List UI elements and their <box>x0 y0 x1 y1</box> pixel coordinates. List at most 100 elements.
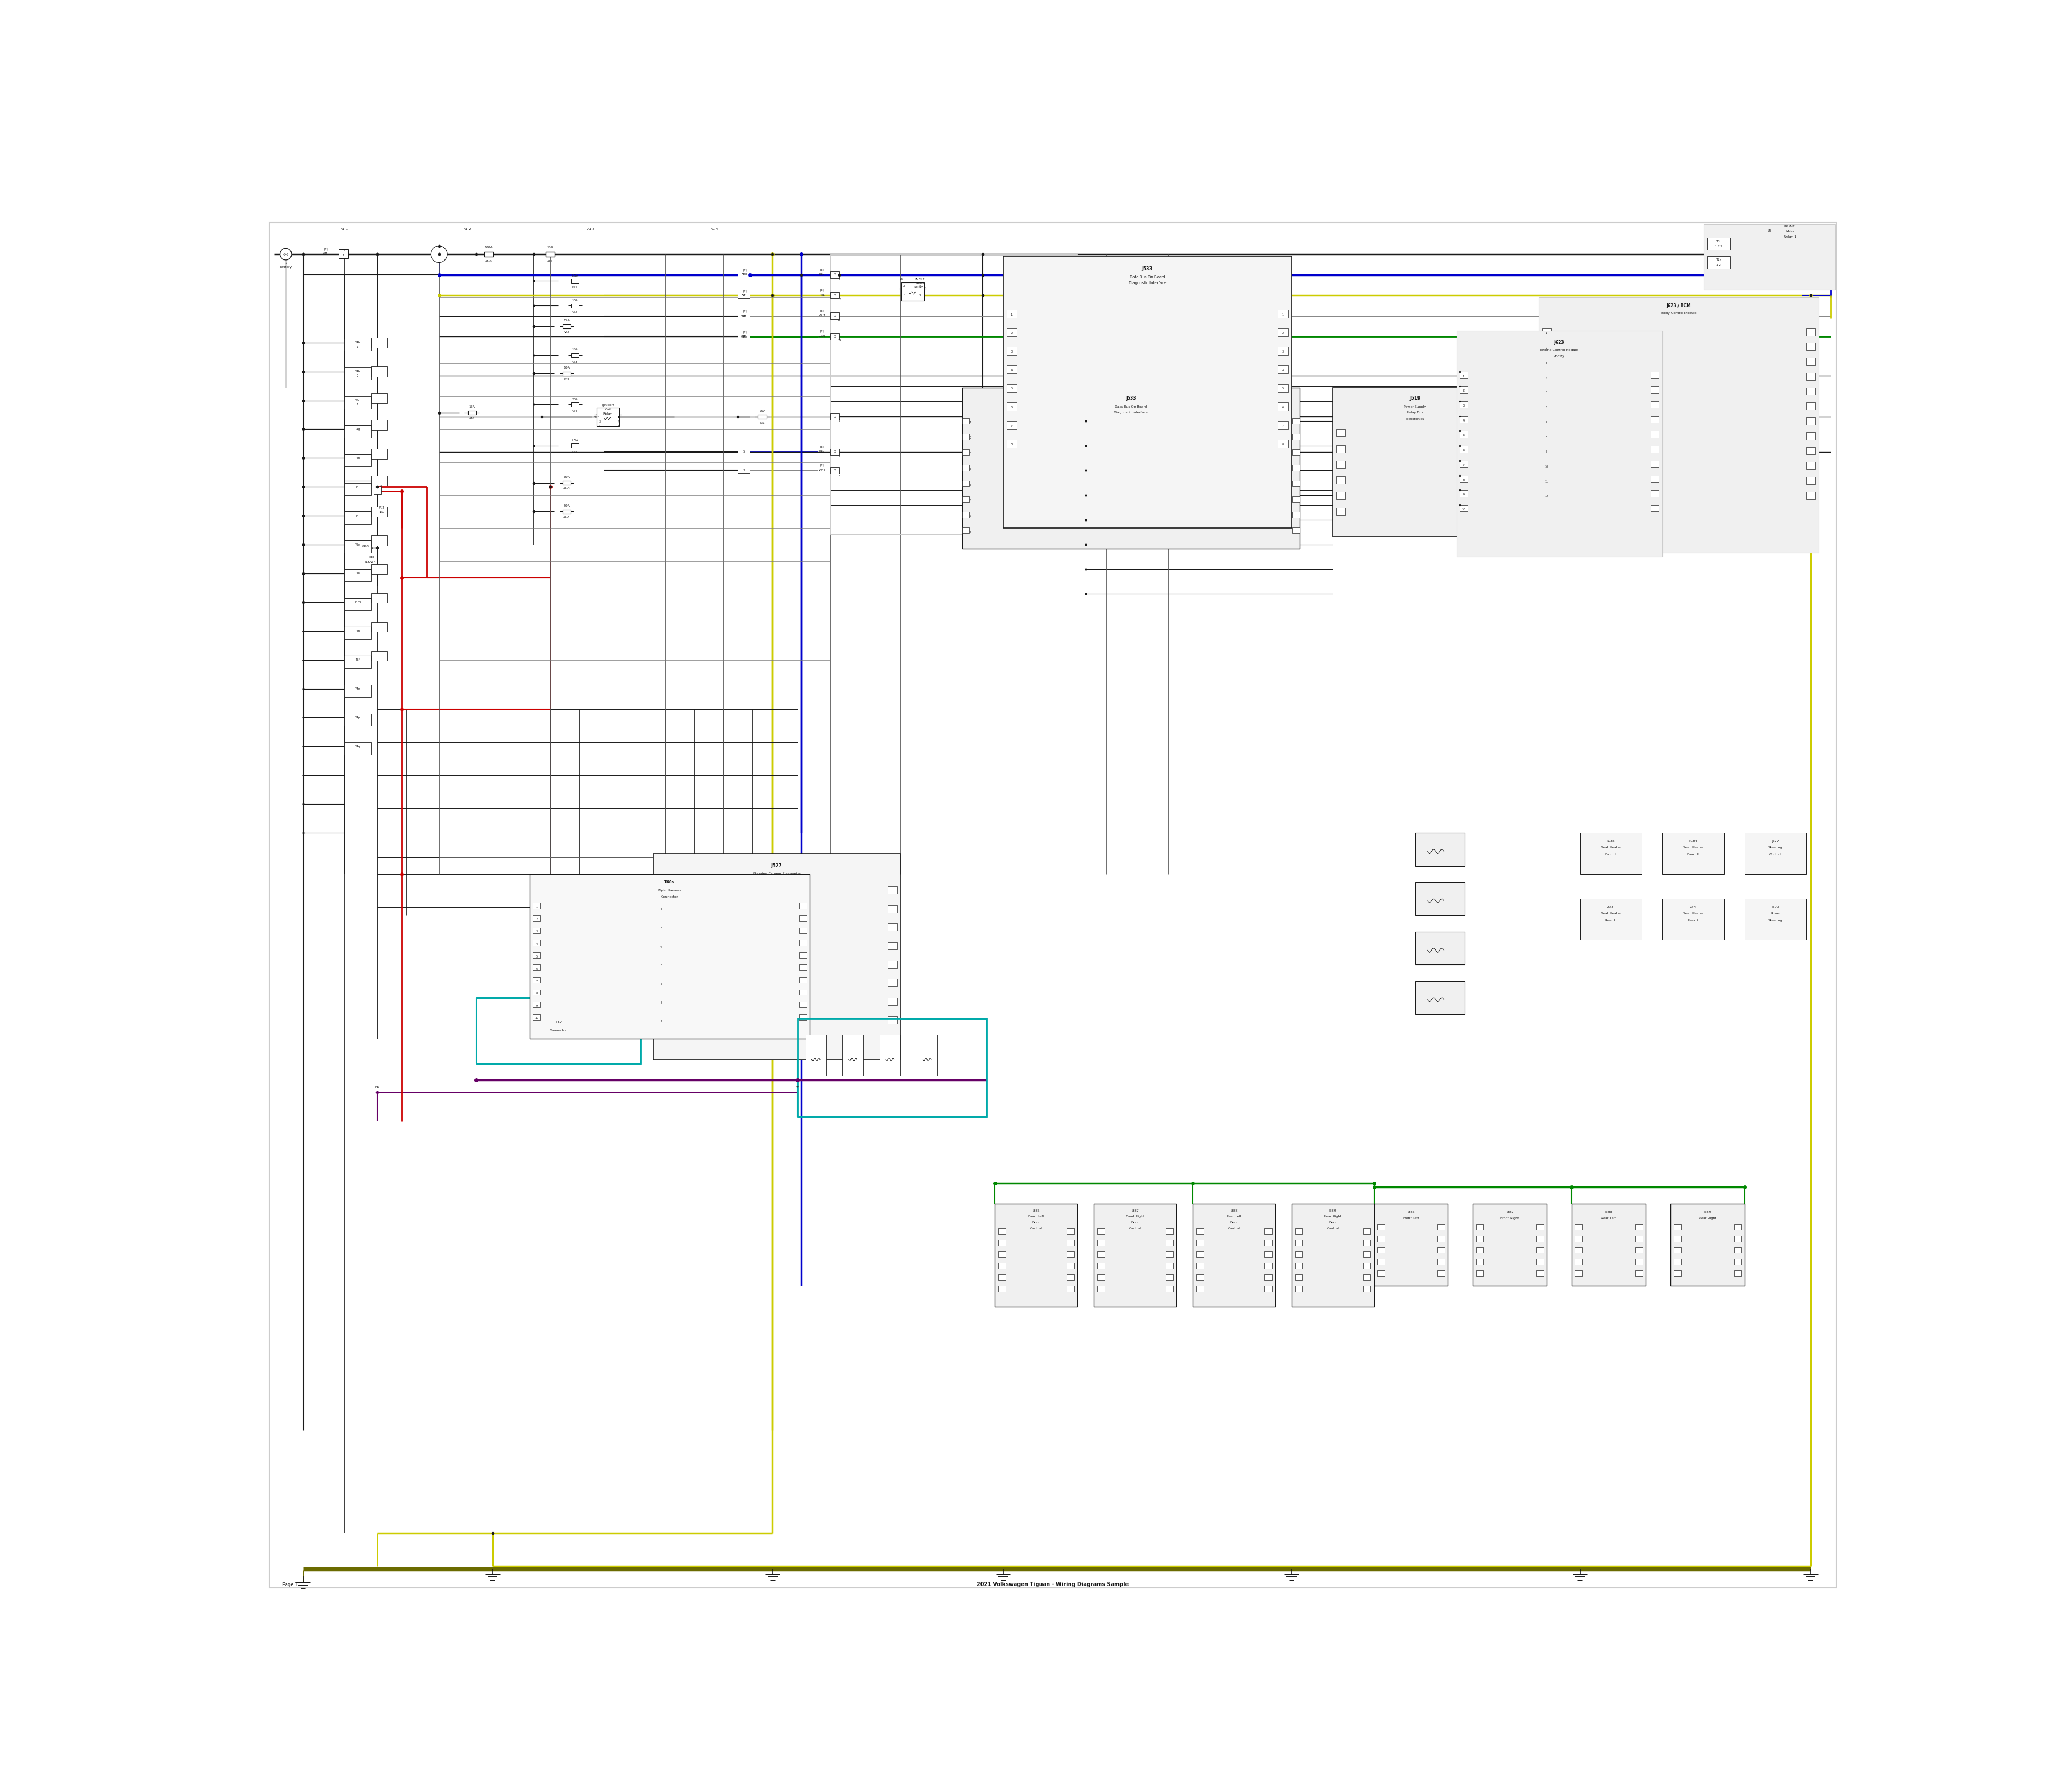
Bar <box>1674 1224 1680 1229</box>
Bar <box>1543 328 1551 335</box>
Bar <box>1543 358 1551 366</box>
Bar <box>1378 1271 1384 1276</box>
Bar <box>1265 1240 1271 1245</box>
Text: 7.5A: 7.5A <box>571 274 579 278</box>
Bar <box>737 292 750 297</box>
Bar <box>1734 1247 1742 1253</box>
Bar <box>1066 1287 1074 1292</box>
Bar <box>1378 1224 1384 1229</box>
Text: [E]: [E] <box>744 332 748 333</box>
Text: J623: J623 <box>1555 340 1565 346</box>
Bar <box>1575 1258 1582 1265</box>
Text: WHT: WHT <box>820 314 826 317</box>
Bar <box>998 1274 1006 1279</box>
Bar <box>1066 1274 1074 1279</box>
Bar <box>339 249 349 258</box>
Text: Rear R: Rear R <box>1688 919 1699 921</box>
Bar <box>532 916 540 921</box>
Text: C408: C408 <box>362 545 368 548</box>
Bar <box>1805 477 1816 484</box>
Bar <box>1580 900 1641 941</box>
Text: Main: Main <box>1785 229 1793 233</box>
Bar <box>1006 328 1017 337</box>
Text: Ignition: Ignition <box>602 403 614 407</box>
Bar <box>657 978 665 987</box>
Text: 20A: 20A <box>571 398 577 400</box>
Text: A32: A32 <box>571 310 577 314</box>
Text: A31: A31 <box>571 287 577 289</box>
Bar <box>532 928 540 934</box>
Bar <box>1335 507 1345 514</box>
Bar <box>998 1251 1006 1258</box>
Text: T4i: T4i <box>355 486 359 487</box>
Bar <box>1278 403 1288 410</box>
Bar <box>345 511 372 523</box>
Bar <box>1002 256 1292 529</box>
Text: BLK/WHT: BLK/WHT <box>364 561 378 563</box>
Bar <box>1165 1228 1173 1235</box>
Bar <box>1378 1247 1384 1253</box>
Bar <box>1805 432 1816 439</box>
Text: Power: Power <box>1771 912 1781 916</box>
Text: J533: J533 <box>1126 396 1136 401</box>
Bar <box>657 905 665 912</box>
Text: Door: Door <box>1031 1220 1039 1224</box>
Bar <box>1292 513 1300 518</box>
Text: T1: T1 <box>341 249 345 253</box>
Bar <box>1805 403 1816 410</box>
Bar <box>961 450 969 455</box>
Bar <box>571 280 579 283</box>
Bar <box>799 1002 807 1007</box>
Bar <box>1485 461 1493 468</box>
Text: A33: A33 <box>571 360 577 364</box>
Bar <box>1575 1247 1582 1253</box>
Text: 7.5A: 7.5A <box>571 439 579 441</box>
Bar <box>1066 1228 1074 1235</box>
Bar <box>1651 491 1660 496</box>
Text: A35: A35 <box>571 452 577 453</box>
Bar <box>737 450 750 455</box>
Text: Page 1: Page 1 <box>283 1582 298 1588</box>
Bar <box>1006 348 1017 355</box>
Text: 1 2: 1 2 <box>1717 263 1721 267</box>
Bar <box>1477 1258 1483 1265</box>
Bar <box>1066 1251 1074 1258</box>
Bar <box>830 414 840 419</box>
Text: J389: J389 <box>1329 1210 1337 1213</box>
Bar <box>916 1034 937 1075</box>
Text: Front L: Front L <box>1604 853 1616 855</box>
Text: Rear Right: Rear Right <box>1325 1215 1341 1219</box>
Bar <box>1543 418 1551 425</box>
Bar <box>830 254 1078 534</box>
Bar <box>1165 1251 1173 1258</box>
Bar <box>345 541 372 552</box>
Bar <box>1460 475 1469 482</box>
Text: Steering: Steering <box>1768 846 1783 849</box>
Bar <box>1477 1236 1483 1242</box>
Text: 59: 59 <box>741 294 746 297</box>
Bar <box>657 923 665 930</box>
Bar <box>468 410 477 414</box>
Bar <box>1543 477 1551 484</box>
Bar <box>485 251 493 256</box>
Text: T4g: T4g <box>355 428 359 430</box>
Bar <box>1292 418 1300 425</box>
Bar <box>1438 1258 1444 1265</box>
Text: A34: A34 <box>571 410 577 412</box>
Text: Z73: Z73 <box>1608 905 1614 909</box>
Bar <box>532 977 540 982</box>
Text: T4b: T4b <box>355 342 359 344</box>
Text: [EJ]: [EJ] <box>378 505 384 509</box>
Text: WHT: WHT <box>741 315 748 317</box>
Bar <box>1006 403 1017 410</box>
Text: B6: B6 <box>795 1086 799 1090</box>
Text: Battery: Battery <box>279 265 292 269</box>
Text: 10A: 10A <box>760 410 766 412</box>
Bar <box>1378 1236 1384 1242</box>
Text: Control: Control <box>1228 1228 1241 1229</box>
Bar <box>1456 330 1662 557</box>
Bar <box>657 961 665 968</box>
Bar <box>1265 1263 1271 1269</box>
Text: J623 / BCM: J623 / BCM <box>1666 303 1690 308</box>
Bar <box>1195 1228 1204 1235</box>
